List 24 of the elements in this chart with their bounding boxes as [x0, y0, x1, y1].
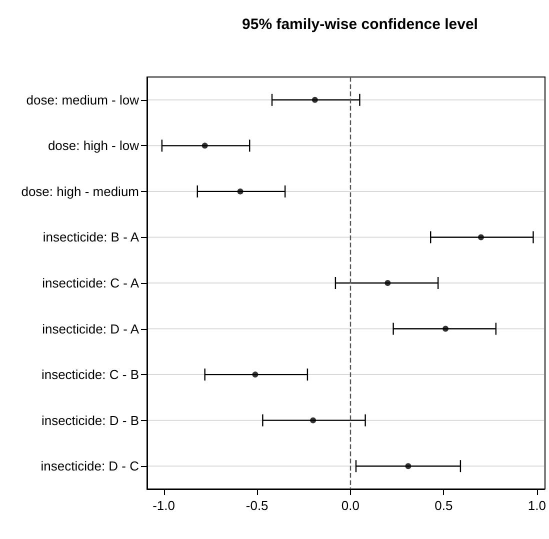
x-tick-label: 1.0: [528, 498, 546, 513]
point: [405, 463, 412, 470]
y-tick-label: dose: high - medium: [21, 184, 139, 199]
x-tick-label: -0.5: [246, 498, 268, 513]
point: [478, 234, 484, 240]
y-tick-label: insecticide: D - A: [42, 321, 140, 336]
point: [237, 188, 244, 194]
point: [202, 142, 208, 149]
y-tick-label: dose: medium - low: [26, 92, 140, 108]
point: [252, 372, 258, 378]
y-tick-label: insecticide: B - A: [42, 230, 140, 245]
y-tick-label: dose: high - low: [48, 138, 140, 154]
y-tick-label: insecticide: C - A: [42, 276, 140, 290]
x-tick-label: 0.0: [341, 498, 360, 513]
y-tick-label: insecticide: D - C: [40, 458, 139, 474]
x-tick-label: -1.0: [152, 498, 175, 513]
y-tick-label: insecticide: D - B: [41, 412, 139, 428]
x-tick-label: 0.5: [434, 498, 453, 513]
point: [312, 96, 318, 103]
y-tick-label: insecticide: C - B: [41, 367, 139, 382]
point: [384, 280, 391, 286]
chart-title: 95% family-wise confidence level: [242, 16, 478, 33]
point: [442, 326, 449, 332]
point: [310, 417, 316, 424]
